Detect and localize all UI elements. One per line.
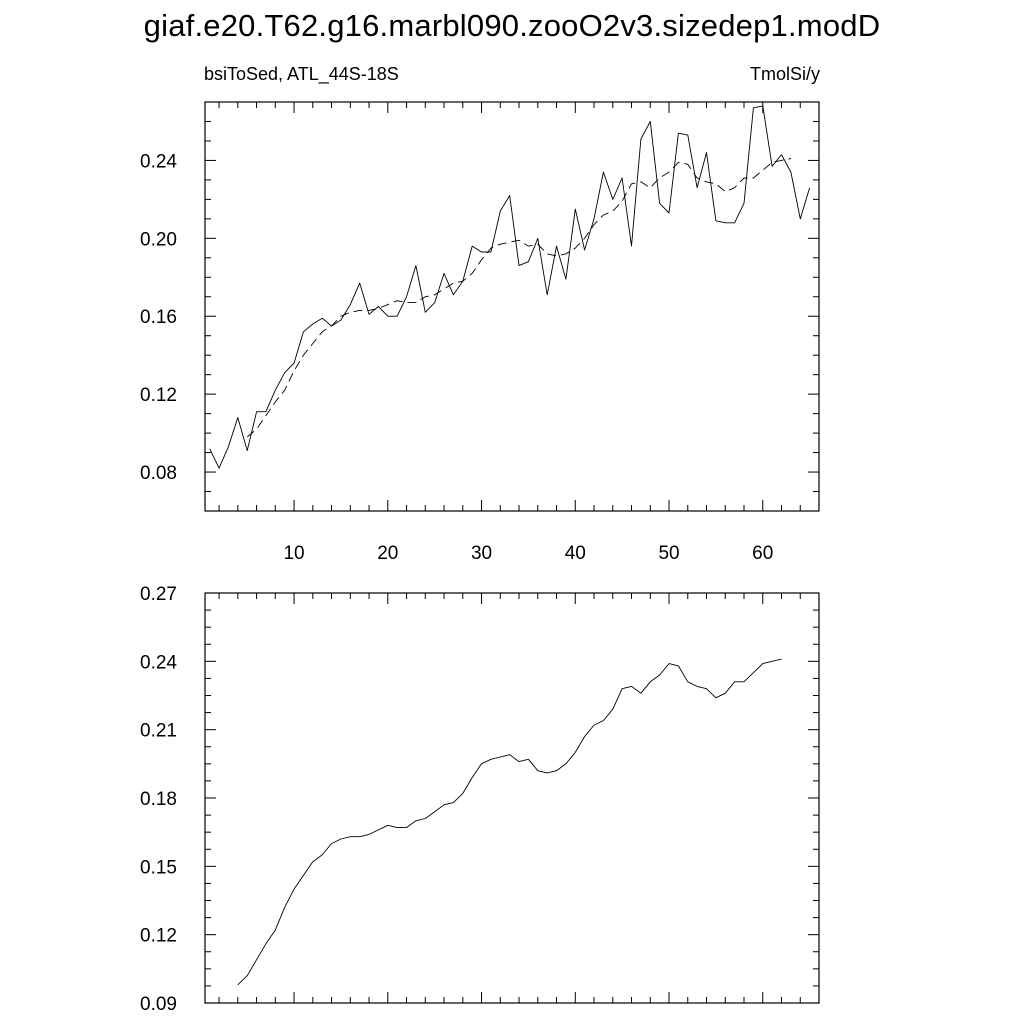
x-tick-label: 40 [565, 543, 586, 564]
y-tick-label: 0.16 [140, 307, 177, 328]
x-tick-label: 50 [658, 543, 679, 564]
x-tick-label: 10 [283, 543, 304, 564]
x-tick-label: 20 [377, 543, 398, 564]
y-tick-label: 0.24 [140, 652, 177, 673]
variable-region-label: bsiToSed, ATL_44S-18S [204, 64, 399, 84]
bottom-chart-panel: 0.09 0.12 0.15 0.18 0.21 0.24 0.27 [140, 584, 820, 1015]
y-tick-label: 0.12 [140, 926, 177, 947]
series-line-dashed [246, 158, 791, 438]
y-tick-label: 0.27 [140, 584, 177, 605]
y-tick-label: 0.08 [140, 463, 177, 484]
page-title: giaf.e20.T62.g16.marbl090.zooO2v3.sizede… [143, 8, 881, 43]
x-tick-label: 30 [471, 543, 492, 564]
plot-frame [204, 592, 820, 1004]
y-tick-label: 0.20 [140, 229, 177, 250]
series-line-solid [209, 105, 811, 469]
units-label: TmolSi/y [749, 64, 820, 84]
x-tick-label: 60 [752, 543, 773, 564]
series-line-solid [237, 658, 782, 986]
top-chart-panel: 0.08 0.12 0.16 0.20 0.24 10 20 30 40 50 60 [140, 101, 820, 564]
y-tick-label: 0.09 [140, 994, 177, 1015]
y-tick-label: 0.12 [140, 385, 177, 406]
y-tick-label: 0.24 [140, 151, 177, 172]
y-tick-label: 0.21 [140, 721, 177, 742]
plot-frame [204, 101, 820, 512]
y-tick-label: 0.15 [140, 857, 177, 878]
y-tick-label: 0.18 [140, 789, 177, 810]
